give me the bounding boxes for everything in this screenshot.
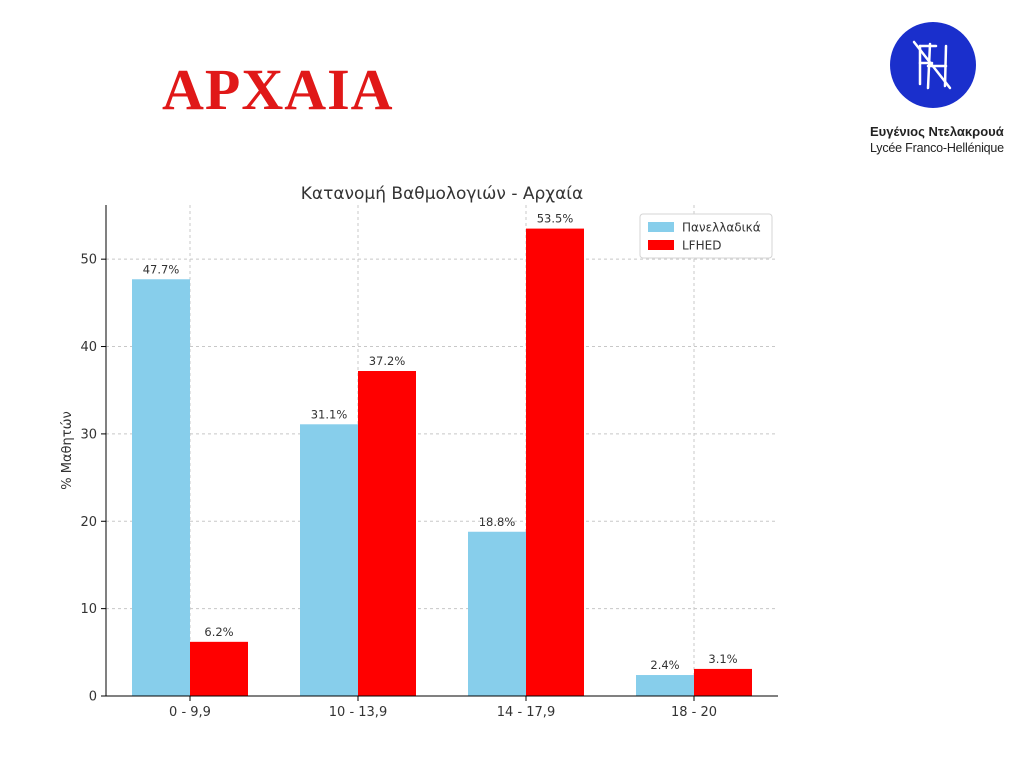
data-label: 31.1% (311, 407, 348, 421)
y-tick-label: 10 (80, 602, 97, 617)
bar-lfhed (358, 370, 416, 696)
y-tick-label: 40 (80, 340, 97, 355)
y-tick-label: 20 (80, 515, 97, 530)
slide-title: ΑΡΧΑΙΑ (162, 57, 394, 122)
legend-swatch (648, 240, 674, 250)
y-axis-label: % Μαθητών (60, 411, 75, 489)
y-tick-label: 50 (80, 253, 97, 268)
bar-panhellenic (468, 531, 526, 696)
chart-title: Κατανομή Βαθμολογιών - Αρχαία (301, 184, 584, 204)
x-tick-label: 14 - 17,9 (497, 705, 555, 720)
data-label: 37.2% (369, 354, 406, 368)
data-label: 53.5% (537, 212, 574, 226)
bar-lfhed (190, 641, 248, 696)
logo-name: Ευγένιος Ντελακρουά (870, 124, 1004, 139)
bar-panhellenic (132, 279, 190, 696)
bar-lfhed (694, 668, 752, 696)
y-tick-label: 30 (80, 427, 97, 442)
x-tick-label: 18 - 20 (671, 705, 717, 720)
legend-label: Πανελλαδικά (682, 221, 761, 235)
data-label: 6.2% (204, 625, 233, 639)
logo-emblem (890, 22, 976, 108)
logo-monogram (912, 40, 952, 90)
legend-label: LFHED (682, 239, 721, 253)
logo-school: Lycée Franco-Hellénique (870, 141, 1004, 155)
legend-swatch (648, 222, 674, 232)
data-label: 3.1% (708, 652, 737, 666)
data-label: 18.8% (479, 515, 516, 529)
y-tick-label: 0 (89, 690, 97, 705)
bar-panhellenic (636, 675, 694, 696)
data-label: 2.4% (650, 658, 679, 672)
x-tick-label: 0 - 9,9 (169, 705, 211, 720)
bar-panhellenic (300, 424, 358, 696)
data-label: 47.7% (143, 262, 180, 276)
x-tick-label: 10 - 13,9 (329, 705, 387, 720)
bar-lfhed (526, 228, 584, 696)
